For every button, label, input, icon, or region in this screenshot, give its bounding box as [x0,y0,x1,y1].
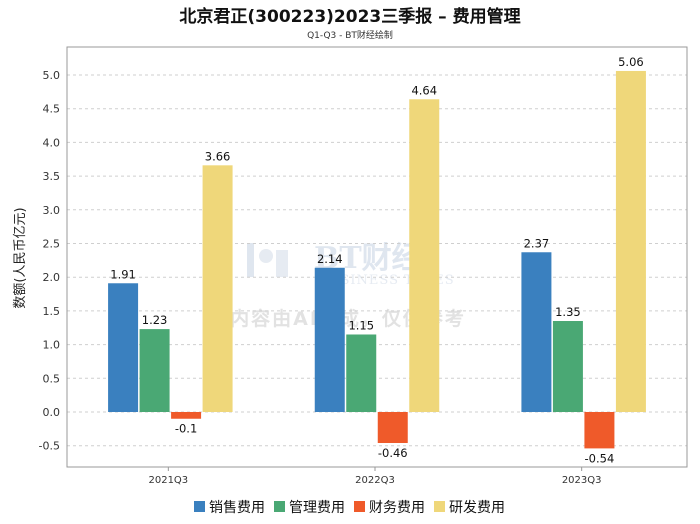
bar [139,329,170,412]
legend-entry: 财务费用 [369,500,425,516]
data-label: 4.64 [411,83,437,97]
chart-title: 北京君正(300223)2023三季报 – 费用管理 [179,6,520,27]
legend-swatch [274,501,285,512]
data-label: -0.54 [585,451,615,465]
legend: 销售费用 管理费用 财务费用 研发费用 [194,500,505,516]
bar [521,252,552,412]
data-label: 5.06 [618,55,644,69]
bar [409,99,440,412]
legend-entry: 销售费用 [209,500,265,516]
chart-subtitle: Q1-Q3 - BT财经绘制 [307,29,393,41]
bar [314,267,345,412]
bar [171,412,202,419]
bar [377,412,408,444]
legend-swatch [194,501,205,512]
data-label: 1.35 [555,305,581,319]
y-tick-label: 1.5 [43,305,61,318]
x-axis-ticks: 2021Q3 2022Q3 2023Q3 [148,467,602,486]
y-tick-label: 5.0 [43,69,61,82]
legend-entry: 研发费用 [449,500,505,516]
data-label: -0.46 [378,446,408,460]
bar [202,165,233,412]
y-tick-label: 1.0 [43,339,61,352]
data-label: 1.23 [142,313,168,327]
y-tick-label: 3.0 [43,204,61,217]
y-axis-ticks: -0.5 0.0 0.5 1.0 1.5 2.0 2.5 3.0 3.5 4.0 4.5 5.0 [39,69,60,453]
y-tick-label: 2.0 [43,271,61,284]
bar [346,334,377,412]
data-labels: 1.91 1.23 -0.1 3.66 2.14 1.15 -0.46 4.64 2.37 1.3… [110,55,643,465]
watermark-notice: 内容由AI生成，仅供参考 [230,307,466,330]
x-tick-label: 2022Q3 [355,475,395,486]
bar [552,321,583,412]
y-tick-label: -0.5 [39,440,60,453]
y-tick-label: 4.5 [43,103,61,116]
data-label: 1.91 [110,267,136,281]
data-label: 3.66 [205,149,231,163]
plot-frame [66,46,688,468]
bar [584,412,615,449]
data-label: -0.1 [175,422,197,436]
bar [615,70,646,413]
x-tick-label: 2023Q3 [562,475,602,486]
bar [108,283,139,412]
data-label: 1.15 [348,318,374,332]
data-label: 2.14 [317,252,343,266]
grid-lines [67,74,687,447]
legend-entry: 管理费用 [289,500,345,516]
watermark-logo-icon [247,243,288,277]
y-tick-label: 0.5 [43,372,61,385]
y-tick-label: 4.0 [43,136,61,149]
data-label: 2.37 [524,236,550,250]
y-tick-label: 3.5 [43,170,61,183]
bars [108,70,646,449]
y-axis-label: 数额(人民币亿元) [13,207,28,308]
legend-swatch [434,501,445,512]
y-tick-label: 0.0 [43,406,61,419]
x-tick-label: 2021Q3 [148,475,188,486]
legend-swatch [354,501,365,512]
y-tick-label: 2.5 [43,238,61,251]
